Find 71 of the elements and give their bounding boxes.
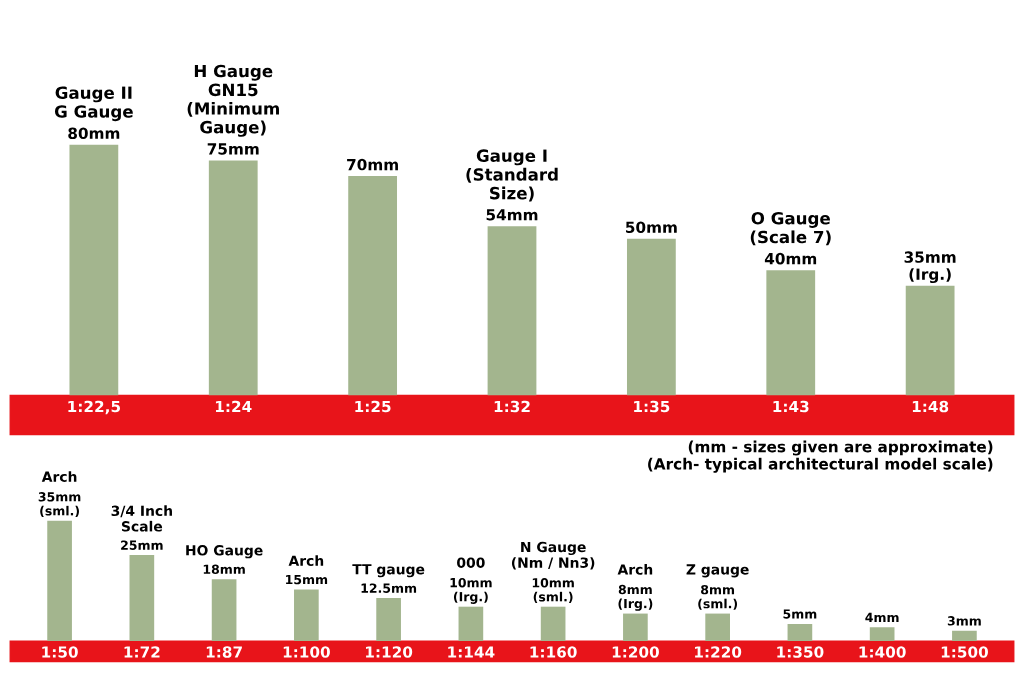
data-label: 4mm <box>865 612 899 622</box>
data-label: 10mm (sml.) <box>532 578 574 603</box>
x-tick-label: 1:220 <box>695 646 742 658</box>
x-tick-label: 1:87 <box>206 646 242 658</box>
data-label: 35mm (sml.) <box>38 492 81 517</box>
annotation: Arch <box>617 564 653 575</box>
bar <box>623 613 648 642</box>
bar <box>376 598 401 642</box>
annotation: Z gauge <box>686 564 749 578</box>
bar <box>129 555 155 642</box>
bar <box>766 270 816 396</box>
bar <box>626 238 676 396</box>
x-tick-label: 1:35 <box>634 400 670 413</box>
annotation: Gauge II G Gauge <box>54 86 133 122</box>
data-label: 15mm <box>286 575 328 585</box>
data-label: 35mm (Irg.) <box>904 251 956 284</box>
data-label: 18mm <box>203 564 245 574</box>
x-tick-label: 1:120 <box>366 646 413 658</box>
bar <box>540 606 566 642</box>
annotation: N Gauge (Nm / Nn3) <box>511 541 595 570</box>
data-label: 75mm <box>207 143 259 155</box>
bar <box>952 630 977 642</box>
bar <box>487 226 537 396</box>
bar <box>211 579 237 642</box>
annotation: H Gauge GN15 (Minimum Gauge) <box>187 64 279 137</box>
bar <box>458 606 484 642</box>
bar <box>787 623 813 642</box>
x-tick-label: 1:350 <box>777 646 824 658</box>
data-label: 5mm <box>783 609 817 619</box>
x-tick-label: 1:43 <box>773 400 809 413</box>
x-tick-label: 1:72 <box>124 646 160 658</box>
bar <box>705 613 730 642</box>
x-tick-label: 1:144 <box>448 646 495 658</box>
bar <box>905 285 955 396</box>
data-label: 70mm <box>347 158 398 171</box>
annotation: Arch <box>288 555 324 566</box>
annotation: 3/4 Inch Scale <box>111 505 172 532</box>
x-tick-label: 1:100 <box>283 646 330 658</box>
x-tick-label: 1:500 <box>941 646 988 658</box>
annotation: Gauge I (Standard Size) <box>466 149 558 202</box>
bar <box>348 176 398 396</box>
x-tick-label: 1:160 <box>530 646 577 658</box>
x-tick-label: 1:25 <box>355 400 391 413</box>
x-tick-label: 1:50 <box>42 646 78 658</box>
annotation: TT gauge <box>352 564 425 578</box>
annotation: O Gauge (Scale 7) <box>750 211 831 246</box>
bar <box>69 144 119 396</box>
bar <box>869 627 895 642</box>
annotation: Arch <box>41 471 77 482</box>
bar <box>208 160 258 396</box>
text: (mm - sizes given are approximate) (Arch- typical architectural model scale) <box>648 440 993 473</box>
x-tick-label: 1:200 <box>612 646 659 658</box>
bar <box>47 520 72 642</box>
annotation: 000 <box>457 557 485 568</box>
data-label: 25mm <box>121 540 163 550</box>
data-label: 12.5mm <box>361 583 417 593</box>
annotation: HO Gauge <box>186 545 263 559</box>
data-label: 40mm <box>764 252 817 265</box>
x-tick-label: 1:32 <box>494 400 530 413</box>
x-tick-label: 1:400 <box>859 646 906 658</box>
data-label: 10mm (Irg.) <box>450 577 492 604</box>
data-label: 80mm <box>68 127 120 140</box>
data-label: 50mm <box>626 221 677 234</box>
x-tick-label: 1:24 <box>215 400 252 413</box>
data-label: 8mm (sml.) <box>698 584 738 610</box>
bar <box>294 589 319 642</box>
data-label: 8mm (Irg.) <box>618 584 653 611</box>
data-label: 54mm <box>486 209 538 221</box>
x-tick-label: 1:22,5 <box>68 400 121 415</box>
x-tick-label: 1:48 <box>912 400 949 413</box>
data-label: 3mm <box>947 616 981 626</box>
